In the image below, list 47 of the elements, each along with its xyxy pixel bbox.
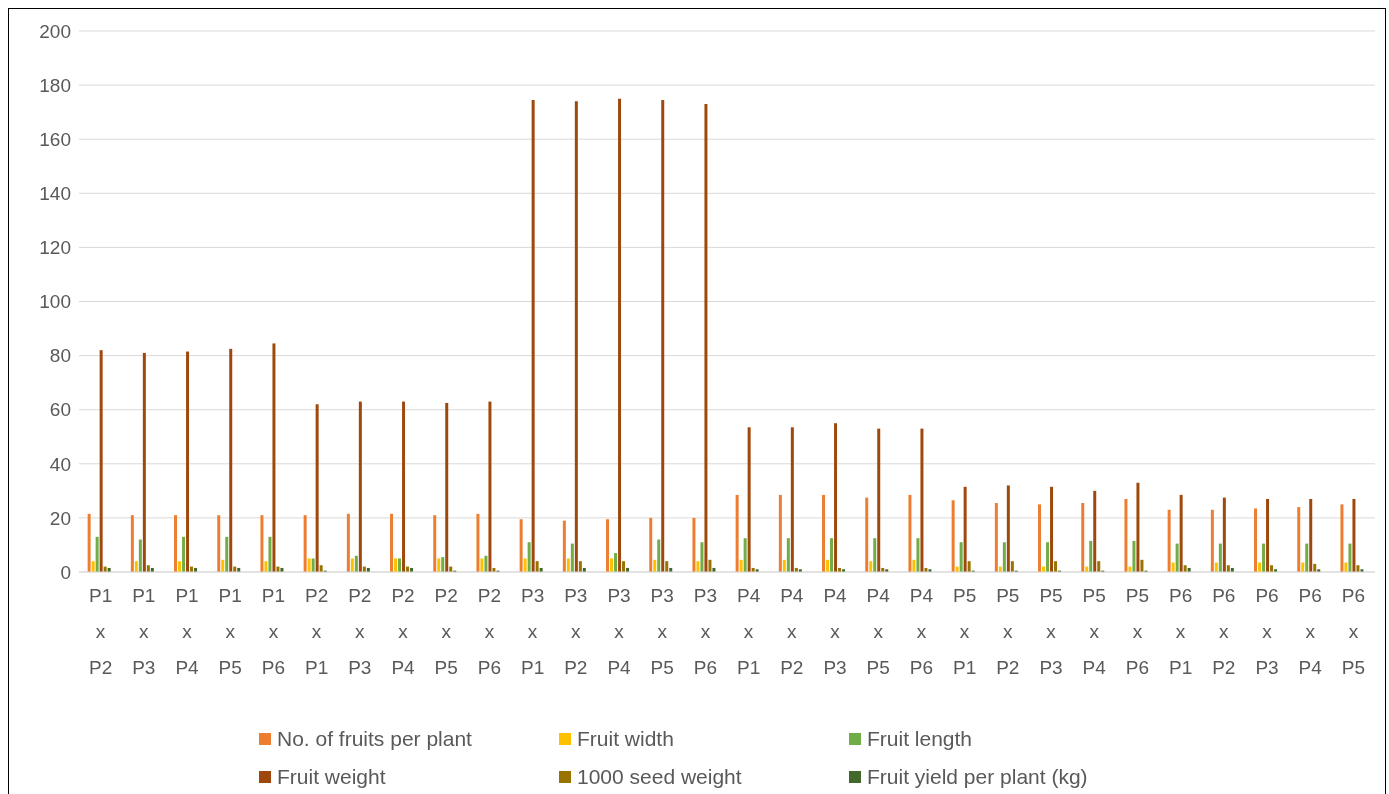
x-tick-label: P5 x P2 [996, 585, 1020, 678]
x-tick-label: P6 x P1 [1168, 585, 1193, 678]
x-tick-label: P2 x P6 [477, 585, 502, 678]
legend-label: Fruit width [576, 727, 675, 751]
y-tick-label: 160 [39, 128, 71, 150]
legend-label: 1000 seed weight [576, 765, 743, 789]
y-tick-label: 140 [39, 183, 71, 205]
x-tick-label: P4 x P5 [866, 585, 891, 678]
x-tick-label: P3 x P2 [564, 585, 588, 678]
x-tick-label: P4 x P1 [736, 585, 761, 678]
legend-label: Fruit yield per plant (kg) [866, 765, 1089, 789]
x-tick-label: P6 x P3 [1255, 585, 1279, 678]
x-tick-label: P2 x P1 [304, 585, 329, 678]
x-tick-label: P5 x P1 [952, 585, 977, 678]
x-tick-label: P3 x P1 [520, 585, 545, 678]
x-tick-label: P6 x P4 [1298, 585, 1323, 678]
x-tick-label: P5 x P6 [1125, 585, 1150, 678]
x-tick-label: P6 x P2 [1212, 585, 1236, 678]
y-tick-label: 200 [39, 20, 71, 42]
y-tick-label: 20 [49, 507, 71, 529]
y-tick-label: 100 [39, 291, 71, 313]
x-tick-label: P5 x P4 [1082, 585, 1107, 678]
x-tick-label: P4 x P3 [823, 585, 848, 678]
legend-label: Fruit length [866, 727, 974, 751]
x-tick-label: P5 x P3 [1039, 585, 1063, 678]
legend-label: Fruit weight [276, 765, 387, 789]
y-tick-label: 80 [49, 345, 71, 367]
y-tick-label: 120 [39, 237, 71, 259]
y-tick-label: 180 [39, 74, 71, 96]
legend-label: No. of fruits per plant [276, 727, 473, 751]
x-tick-label: P3 x P4 [607, 585, 632, 678]
x-tick-label: P3 x P6 [693, 585, 718, 678]
x-tick-label: P4 x P6 [909, 585, 934, 678]
x-tick-label: P2 x P5 [434, 585, 458, 678]
y-tick-label: 0 [60, 561, 71, 583]
x-tick-label: P1 x P3 [132, 585, 156, 678]
x-tick-label: P4 x P2 [780, 585, 804, 678]
x-tick-label: P2 x P3 [348, 585, 372, 678]
x-tick-label: P3 x P5 [650, 585, 674, 678]
y-tick-label: 60 [49, 399, 71, 421]
x-tick-label: P1 x P6 [261, 585, 286, 678]
x-tick-label: P6 x P5 [1341, 585, 1366, 678]
x-tick-label: P1 x P2 [88, 585, 113, 678]
x-tick-label: P2 x P4 [391, 585, 416, 678]
y-tick-label: 40 [49, 453, 71, 475]
x-tick-label: P1 x P5 [218, 585, 242, 678]
x-tick-label: P1 x P4 [175, 585, 200, 678]
